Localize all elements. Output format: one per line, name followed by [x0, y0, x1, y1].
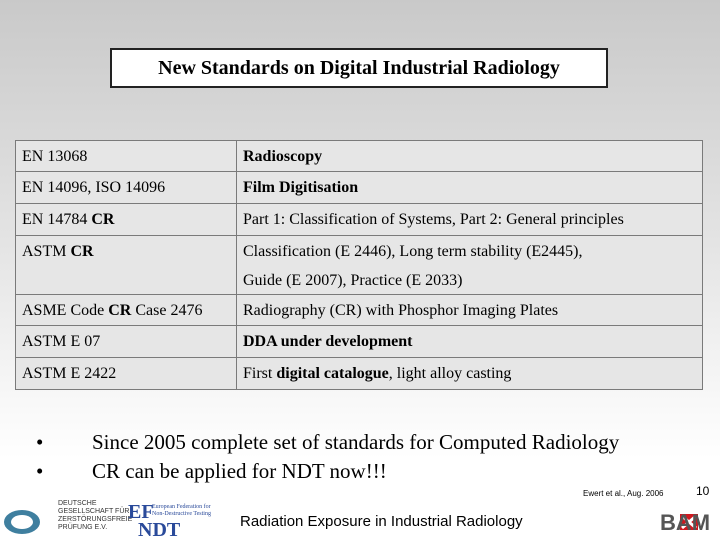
table-cell: Film Digitisation — [236, 171, 703, 204]
cell-line: Part 1: Classification of Systems, Part … — [243, 204, 696, 233]
cell-line: Radiography (CR) with Phosphor Imaging P… — [243, 295, 696, 324]
table-cell: DDA under development — [236, 325, 703, 358]
cell-text: EN 13068 — [22, 148, 88, 165]
footer-logos — [4, 510, 698, 534]
bam-logo-cross — [681, 514, 697, 530]
table-cell: EN 13068 — [15, 140, 237, 172]
cell-text: EN 14784 — [22, 211, 92, 228]
cell-line: Classification (E 2446), Long term stabi… — [243, 236, 696, 265]
cell-text: ASTM — [22, 243, 71, 260]
table-row: ASTM E 2422 First digital catalogue, ligh… — [15, 357, 703, 390]
cell-line: First digital catalogue, light alloy cas… — [243, 358, 696, 387]
table-cell: Radiography (CR) with Phosphor Imaging P… — [236, 294, 703, 326]
citation: Ewert et al., Aug. 2006 — [583, 489, 664, 498]
cell-text: Classification (E 2446), Long term stabi… — [243, 243, 583, 260]
efndt-text: European Federation for Non-Destructive T… — [152, 504, 211, 518]
footer-text: Radiation Exposure in Industrial Radiolo… — [240, 513, 523, 530]
cell-line: Guide (E 2007), Practice (E 2033) — [243, 265, 696, 294]
bam-text: BAM — [660, 510, 711, 535]
cell-text: digital catalogue — [276, 365, 389, 382]
table-row: ASME Code CR Case 2476 Radiography (CR) w… — [15, 294, 703, 326]
cell-line: DDA under development — [243, 326, 696, 355]
cell-line: EN 13068 — [22, 141, 230, 170]
cell-text: Film Digitisation — [243, 179, 359, 196]
cell-text: Guide (E 2007), Practice (E 2033) — [243, 272, 463, 289]
cell-line: EN 14096, ISO 14096 — [22, 172, 230, 201]
cell-text: CR — [70, 243, 94, 260]
cell-text: Radioscopy — [243, 148, 323, 165]
cell-text: , light alloy casting — [388, 365, 512, 382]
table-cell: Classification (E 2446), Long term stabi… — [236, 235, 703, 295]
cell-line: ASTM CR — [22, 236, 230, 265]
table-row: EN 14096, ISO 14096 Film Digitisation — [15, 171, 703, 204]
dgzfp-line: PRÜFUNG E.V. — [58, 524, 108, 531]
table-cell: EN 14784 CR — [15, 203, 237, 236]
table-cell: Radioscopy — [236, 140, 703, 172]
cell-line: ASTM E 2422 — [22, 358, 230, 387]
table-cell: ASTM E 2422 — [15, 357, 237, 390]
cell-text: EN 14096, ISO 14096 — [22, 179, 166, 196]
dgzfp-line: ZERSTÖRUNGSFREIE — [58, 516, 133, 523]
bullet-list: Since 2005 complete set of standards for… — [36, 428, 619, 486]
table-cell: EN 14096, ISO 14096 — [15, 171, 237, 204]
slide-title: New Standards on Digital Industrial Radi… — [110, 48, 608, 88]
cell-text: CR — [108, 302, 132, 319]
table-row: ASTM CR Classification (E 2446), Long ter… — [15, 235, 703, 295]
cell-text: First — [243, 365, 277, 382]
cell-text: ASME Code — [22, 302, 109, 319]
standards-table: EN 13068 Radioscopy EN 14096, ISO 14096 Fil… — [15, 140, 703, 390]
cell-text: Case 2476 — [131, 302, 203, 319]
table-cell: ASME Code CR Case 2476 — [15, 294, 237, 326]
cell-text: ASTM E 2422 — [22, 365, 117, 382]
efndt-mark: EF NDT — [128, 501, 181, 540]
dgzfp-text: DEUTSCHE GESELLSCHAFT FÜR ZERSTÖRUNGSFREIE… — [58, 500, 132, 532]
efndt-line: Non-Destructive Testing — [152, 511, 211, 517]
bullet: CR can be applied for NDT now!!! — [36, 457, 619, 486]
cell-line: ASTM E 07 — [22, 326, 230, 355]
cell-text: DDA under development — [243, 333, 413, 350]
cell-text: Radiography (CR) with Phosphor Imaging P… — [243, 302, 559, 319]
table-row: EN 13068 Radioscopy — [15, 140, 703, 172]
cell-text: Part 1: Classification of Systems, Part … — [243, 211, 624, 228]
efndt-line: European Federation for — [152, 504, 211, 510]
cell-text: CR — [91, 211, 115, 228]
table-row: EN 14784 CR Part 1: Classification of Sys… — [15, 203, 703, 236]
cell-line: EN 14784 CR — [22, 204, 230, 233]
cell-line: ASME Code CR Case 2476 — [22, 295, 230, 324]
efndt-ndt: NDT — [138, 519, 181, 540]
table-cell: ASTM E 07 — [15, 325, 237, 358]
dgzfp-line: DEUTSCHE — [58, 500, 97, 507]
cell-line: Radioscopy — [243, 141, 696, 170]
bullet: Since 2005 complete set of standards for… — [36, 428, 619, 457]
table-row: ASTM E 07 DDA under development — [15, 325, 703, 358]
table-cell: Part 1: Classification of Systems, Part … — [236, 203, 703, 236]
dgzfp-logo-inner — [11, 515, 33, 529]
efndt-ef: EF — [128, 501, 154, 523]
table-cell: First digital catalogue, light alloy cas… — [236, 357, 703, 390]
cell-line: Film Digitisation — [243, 172, 696, 201]
cell-text: ASTM E 07 — [22, 333, 101, 350]
page-number: 10 — [696, 484, 710, 498]
dgzfp-line: GESELLSCHAFT FÜR — [58, 508, 130, 515]
table-cell: ASTM CR — [15, 235, 237, 295]
